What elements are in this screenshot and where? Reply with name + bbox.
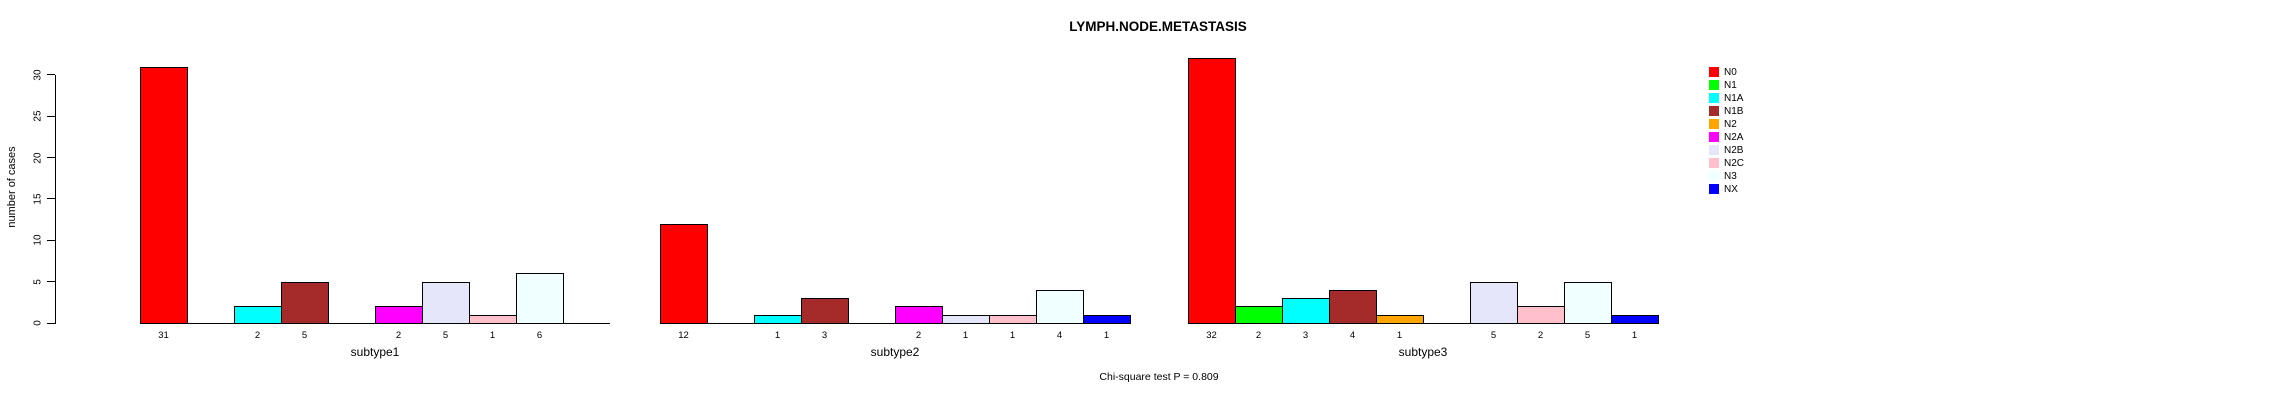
bar-subtype2-N3 [1036,290,1084,324]
bar-subtype1-N0 [140,67,188,324]
group-label-subtype3: subtype3 [1398,345,1448,359]
bar-value-label: 3 [1302,330,1309,341]
bar-subtype3-N2B [1470,282,1518,324]
bar-subtype3-N2C [1517,306,1565,324]
bar-value-label: 12 [678,330,689,341]
y-axis-tick [47,281,55,283]
bar-subtype1-N2B [422,282,470,324]
bar-value-label: 1 [1103,330,1110,341]
bar-value-label: 2 [395,330,402,341]
legend-swatch-N2 [1709,119,1719,129]
y-axis-tick-label: 10 [32,234,44,246]
bar-value-label: 1 [962,330,969,341]
bar-subtype1-N2A [375,306,423,324]
y-axis-tick [47,74,55,76]
legend-label-N1B: N1B [1724,106,1744,117]
legend-label-N3: N3 [1724,171,1737,182]
bar-value-label: 3 [821,330,828,341]
y-axis-tick-label: 25 [32,110,44,122]
legend-swatch-N3 [1709,171,1719,181]
y-axis-tick [47,115,55,117]
legend-label-N2B: N2B [1724,145,1744,156]
bar-subtype3-NX [1611,315,1659,324]
bar-value-label: 5 [1490,330,1497,341]
legend-label-N1: N1 [1724,80,1737,91]
bar-subtype3-N0 [1188,58,1236,324]
bar-subtype1-N1A [234,306,282,324]
bar-subtype2-N1A [754,315,802,324]
group-label-subtype1: subtype1 [350,345,400,359]
bar-subtype3-N1A [1282,298,1330,324]
bar-subtype2-N2A [895,306,943,324]
y-axis-tick-label: 15 [32,193,44,205]
legend-swatch-N2B [1709,145,1719,155]
bar-value-label: 31 [158,330,169,341]
bar-value-label: 1 [1396,330,1403,341]
bar-subtype1-N3 [516,273,564,324]
legend-swatch-N0 [1709,67,1719,77]
legend-swatch-N1B [1709,106,1719,116]
bar-value-label: 5 [301,330,308,341]
bar-value-label: 2 [1537,330,1544,341]
bar-value-label: 2 [254,330,261,341]
bar-value-label: 1 [1631,330,1638,341]
bar-value-label: 1 [774,330,781,341]
bar-subtype2-N1B [801,298,849,324]
legend-swatch-N1A [1709,93,1719,103]
bar-subtype3-N1 [1235,306,1283,324]
bar-value-label: 5 [1584,330,1591,341]
legend-label-N2C: N2C [1724,158,1745,169]
legend-label-NX: NX [1724,184,1738,195]
bar-subtype2-N0 [660,224,708,324]
y-axis-tick-label: 20 [32,152,44,164]
bar-value-label: 32 [1206,330,1217,341]
legend-swatch-NX [1709,184,1719,194]
legend-label-N2: N2 [1724,119,1737,130]
y-axis-tick [47,157,55,159]
bar-subtype3-N1B [1329,290,1377,324]
bar-value-label: 4 [1349,330,1356,341]
legend-swatch-N2C [1709,158,1719,168]
y-axis-tick [47,322,55,324]
legend-label-N1A: N1A [1724,93,1744,104]
bar-subtype3-N2 [1376,315,1424,324]
bar-subtype2-N2C [989,315,1037,324]
y-axis-line [55,75,56,324]
bar-subtype2-NX [1083,315,1131,324]
bar-value-label: 1 [489,330,496,341]
legend-swatch-N1 [1709,80,1719,90]
bar-subtype1-N1B [281,282,329,324]
bar-value-label: 2 [915,330,922,341]
legend-swatch-N2A [1709,132,1719,142]
group-label-subtype2: subtype2 [870,345,920,359]
y-axis-tick-label: 5 [32,278,44,285]
legend-label-N2A: N2A [1724,132,1744,143]
y-axis-tick-label: 0 [32,320,44,326]
bar-value-label: 4 [1056,330,1063,341]
bar-subtype3-N3 [1564,282,1612,324]
y-axis-tick-label: 30 [32,69,44,81]
legend-label-N0: N0 [1724,67,1737,78]
chi-square-caption: Chi-square test P = 0.809 [1099,371,1219,383]
bar-value-label: 6 [536,330,543,341]
bar-value-label: 1 [1009,330,1016,341]
y-axis-title: number of cases [6,146,18,228]
bar-subtype2-N2B [942,315,990,324]
bar-value-label: 5 [442,330,449,341]
y-axis-tick [47,239,55,241]
y-axis-tick [47,198,55,200]
bar-value-label: 2 [1255,330,1262,341]
bar-subtype1-N2C [469,315,517,324]
chart-title: LYMPH.NODE.METASTASIS [1069,19,1247,34]
